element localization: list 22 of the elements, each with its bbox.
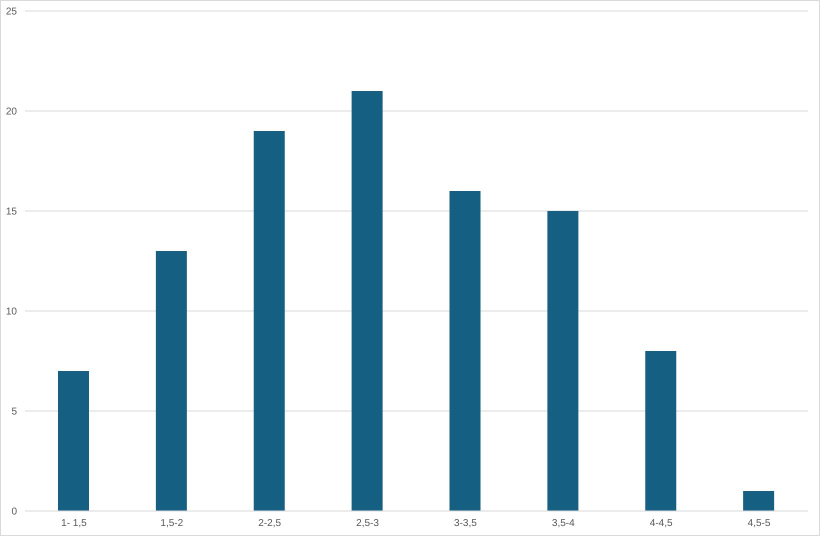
x-tick-label: 3,5-4 — [552, 518, 576, 530]
y-tick-label: 25 — [6, 6, 18, 18]
y-tick-label: 15 — [6, 206, 18, 218]
y-tick-label: 10 — [6, 306, 18, 318]
x-tick-label: 1,5-2 — [160, 518, 184, 530]
bar — [254, 131, 285, 511]
x-tick-label: 2,5-3 — [356, 518, 380, 530]
bar — [156, 251, 187, 511]
bar — [450, 191, 480, 511]
bar — [547, 211, 578, 511]
bar — [645, 351, 676, 511]
bar — [743, 491, 774, 511]
x-tick-label: 1- 1,5 — [61, 518, 88, 530]
y-tick-label: 20 — [6, 106, 18, 118]
y-tick-label: 5 — [11, 406, 18, 418]
x-tick-label: 4,5-5 — [748, 518, 771, 530]
x-tick-label: 2-2,5 — [258, 518, 282, 530]
bar — [58, 371, 89, 511]
x-tick-label: 4-4,5 — [650, 518, 674, 530]
bar — [352, 91, 383, 511]
y-tick-label: 0 — [11, 506, 18, 518]
x-tick-label: 3-3,5 — [454, 518, 478, 530]
